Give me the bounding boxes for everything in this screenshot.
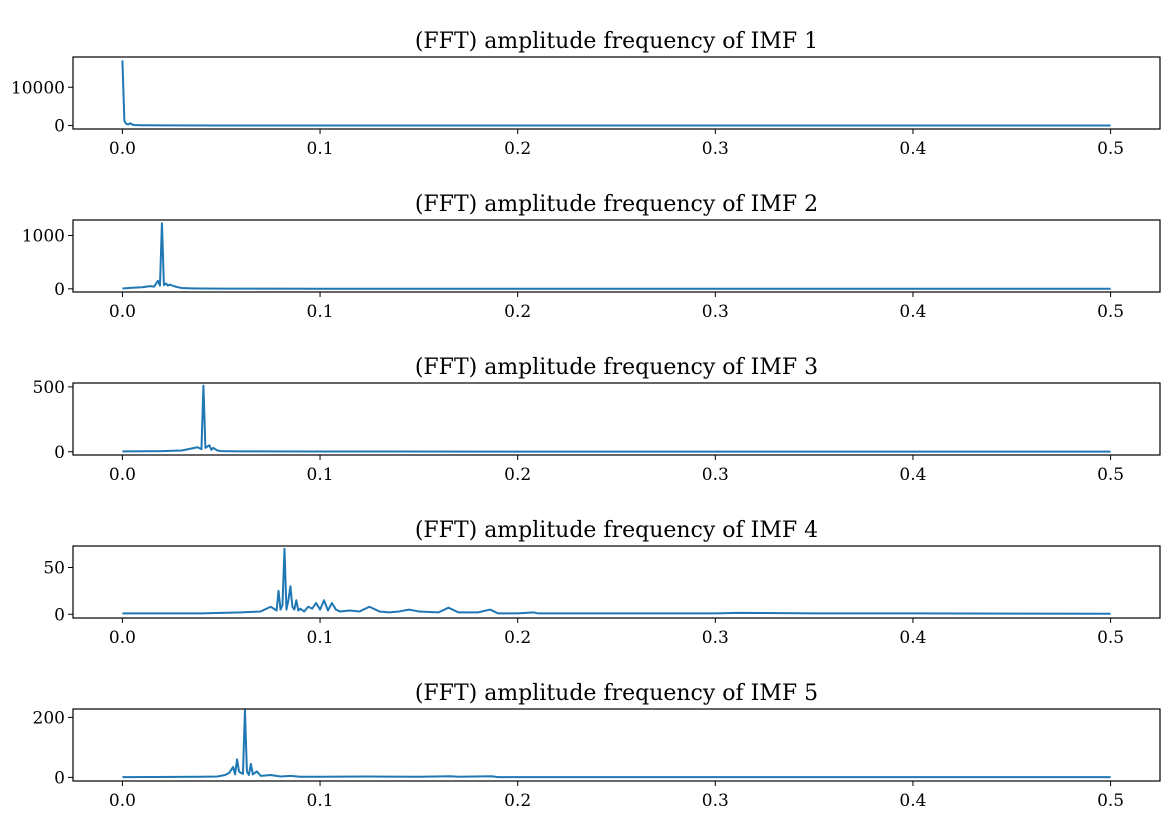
x-tick-label: 0.5	[1097, 628, 1124, 648]
x-tick-label: 0.0	[109, 465, 136, 485]
series-line-imf-1	[121, 60, 1111, 127]
chart-title: (FFT) amplitude frequency of IMF 4	[415, 518, 818, 543]
x-tick-label: 0.3	[702, 302, 729, 322]
chart-title: (FFT) amplitude frequency of IMF 3	[415, 355, 818, 380]
series-line-imf-3	[122, 384, 1111, 453]
x-tick-label: 0.2	[504, 791, 531, 811]
x-tick-label: 0.1	[307, 791, 334, 811]
x-tick-label: 0.0	[109, 302, 136, 322]
x-tick-label: 0.5	[1097, 302, 1124, 322]
x-tick-label: 0.3	[702, 628, 729, 648]
x-tick-label: 0.5	[1097, 465, 1124, 485]
y-tick-label: 50	[43, 559, 65, 579]
x-tick-label: 0.2	[504, 628, 531, 648]
y-tick-label: 500	[33, 378, 65, 398]
axes-frame	[72, 382, 1161, 456]
chart-title: (FFT) amplitude frequency of IMF 5	[415, 681, 818, 706]
x-tick-label: 0.5	[1097, 139, 1124, 159]
y-tick-label: 10000	[11, 78, 65, 98]
x-tick-label: 0.1	[307, 139, 334, 159]
x-tick-label: 0.4	[899, 791, 926, 811]
chart-panel-3: (FFT) amplitude frequency of IMF 3 0.0 0.1…	[33, 355, 1161, 485]
x-tick-label: 0.1	[307, 628, 334, 648]
y-tick-label: 1000	[22, 226, 65, 246]
x-tick-label: 0.4	[899, 139, 926, 159]
y-tick-label: 0	[54, 768, 65, 788]
series-line-imf-4	[122, 547, 1111, 615]
chart-panel-4: (FFT) amplitude frequency of IMF 4 0.0 0.1…	[43, 518, 1161, 648]
x-tick-label: 0.4	[899, 465, 926, 485]
x-tick-label: 0.3	[702, 791, 729, 811]
y-tick-label: 200	[33, 708, 65, 728]
chart-title: (FFT) amplitude frequency of IMF 2	[415, 192, 818, 217]
axes-frame	[72, 708, 1161, 782]
axes-frame	[72, 545, 1161, 619]
x-tick-label: 0.0	[109, 139, 136, 159]
x-tick-label: 0.4	[899, 302, 926, 322]
y-tick-label: 0	[54, 605, 65, 625]
x-tick-label: 0.2	[504, 465, 531, 485]
axes-frame	[72, 56, 1161, 130]
y-tick-label: 0	[54, 117, 65, 137]
x-tick-label: 0.2	[504, 302, 531, 322]
x-tick-label: 0.3	[702, 139, 729, 159]
y-tick-label: 0	[54, 443, 65, 463]
x-tick-label: 0.4	[899, 628, 926, 648]
chart-panel-2: (FFT) amplitude frequency of IMF 2 0.0 0.1…	[22, 192, 1161, 322]
series-line-imf-5	[122, 708, 1111, 779]
x-tick-label: 0.1	[307, 465, 334, 485]
x-tick-label: 0.2	[504, 139, 531, 159]
x-tick-label: 0.0	[109, 628, 136, 648]
axes-frame	[72, 219, 1161, 293]
x-tick-label: 0.1	[307, 302, 334, 322]
series-line-imf-2	[122, 222, 1111, 290]
y-tick-label: 0	[54, 280, 65, 300]
chart-panel-1: (FFT) amplitude frequency of IMF 1 0.0 0.1…	[11, 29, 1161, 159]
chart-panel-5: (FFT) amplitude frequency of IMF 5 0.0 0.1…	[33, 681, 1161, 811]
x-tick-label: 0.3	[702, 465, 729, 485]
chart-title: (FFT) amplitude frequency of IMF 1	[415, 29, 818, 54]
x-tick-label: 0.5	[1097, 791, 1124, 811]
x-tick-label: 0.0	[109, 791, 136, 811]
